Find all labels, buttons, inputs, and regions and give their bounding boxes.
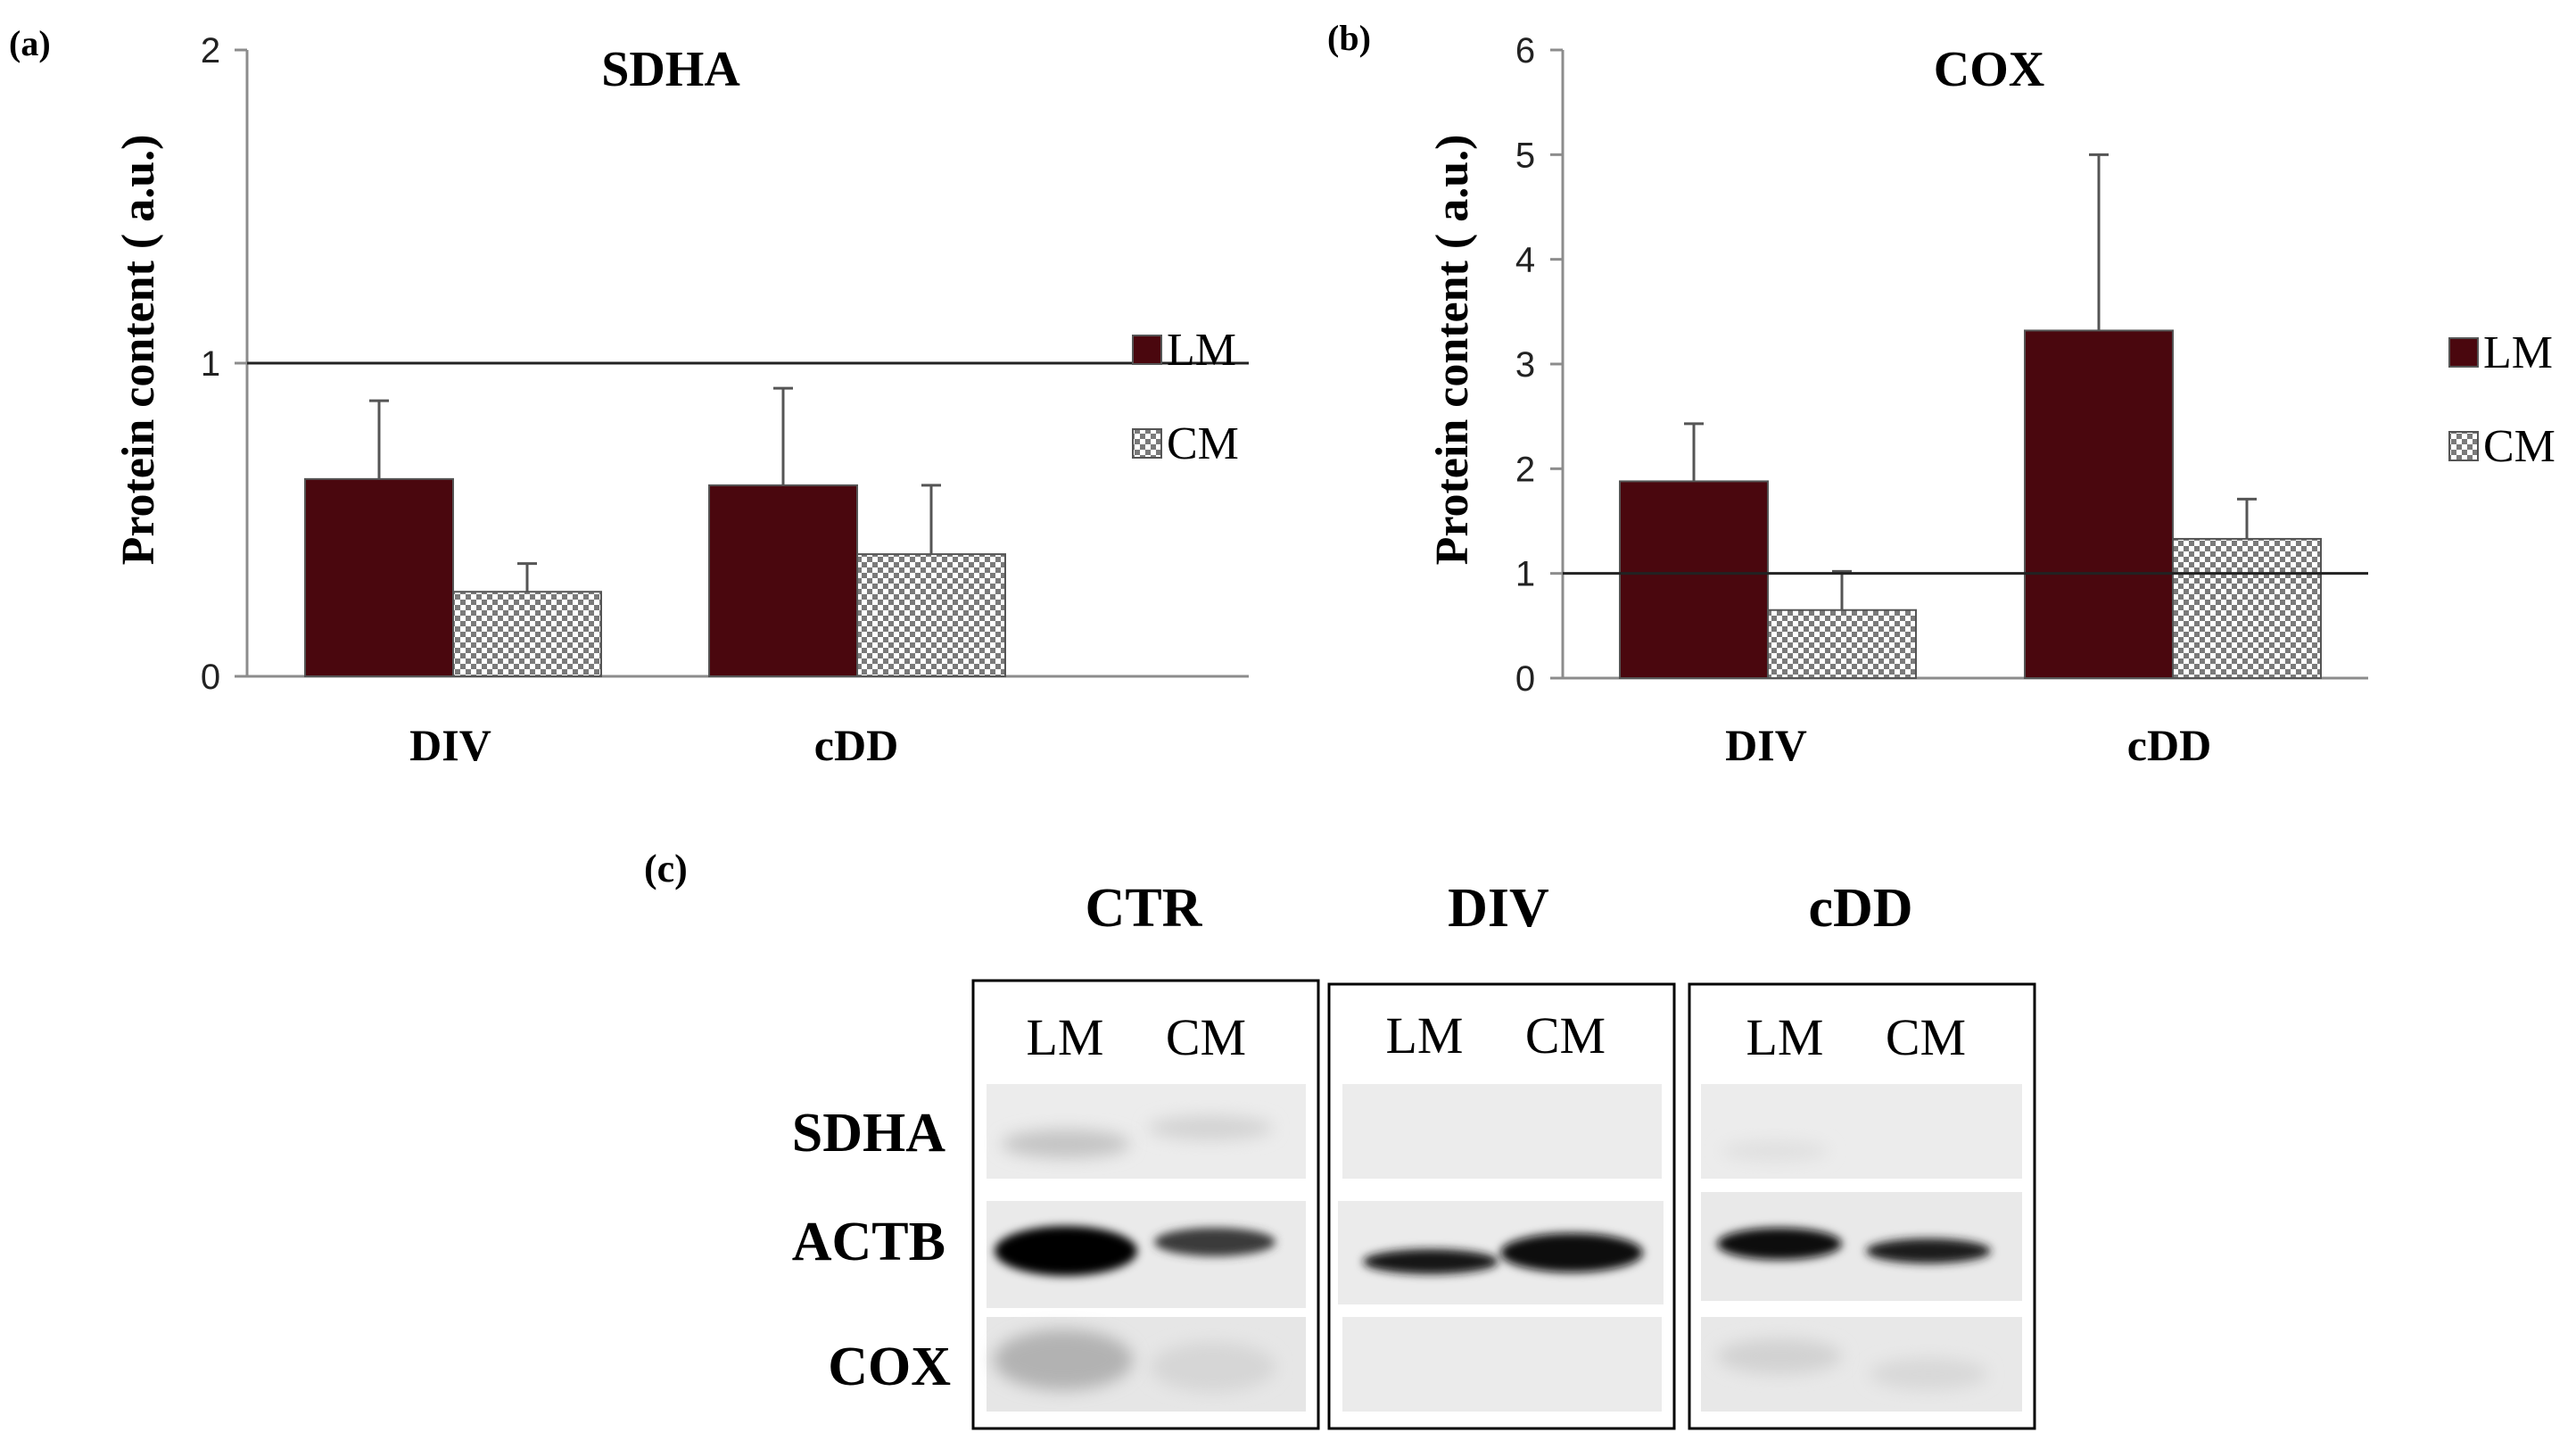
x-category-label: DIV [409,720,491,770]
y-axis-label-b: Protein content ( a.u.) [1427,135,1478,566]
legend-label-lm: LM [1167,325,1236,376]
band-cdd-actb-lm [1717,1228,1842,1260]
bar-cm-div [452,591,602,677]
lane-label-cdd-cm: CM [1886,1008,1966,1066]
blot-strips-cdd [1701,1084,2022,1412]
blot-row-cox: COX [828,1337,951,1397]
strip-div-cox [1342,1317,1662,1412]
band-ctr-cox-lm [994,1329,1133,1390]
legend-swatch-cm [1132,428,1162,459]
lane-label-ctr-cm: CM [1166,1008,1246,1066]
y-tick-label: 2 [1515,450,1535,489]
y-tick-label: 1 [201,344,220,384]
blot-frame-div [1327,982,1676,1430]
bar-cm-div [1767,609,1917,680]
bar-cm-cdd [2172,537,2322,679]
band-div-actb-lm [1363,1249,1499,1274]
lane-label-div-cm: CM [1525,1006,1606,1064]
bar-lm-cdd [708,484,858,678]
panel-label-c: (c) [644,847,688,890]
chart-panel-a: (a) SDHA Protein content ( a.u.) 0 1 2 DIV c… [9,23,1249,770]
bar-lm-div [304,477,454,677]
bar-cm-cdd [856,553,1006,677]
y-tick-label: 0 [1515,659,1535,699]
chart-title-a: SDHA [601,42,740,97]
legend-label-lm: LM [2483,327,2553,378]
band-cdd-sdha-lm [1721,1140,1829,1162]
band-div-actb-cm [1500,1233,1643,1272]
blot-strips-div [1338,1084,1664,1412]
bars-a [247,361,1249,678]
y-tick-label: 1 [1515,555,1535,594]
bar-lm-div [1619,480,1769,679]
strip-div-sdha [1342,1084,1662,1179]
x-category-label: cDD [2127,720,2211,770]
blot-group-ctr: CTR [1086,878,1203,939]
y-tick-label: 6 [1515,31,1535,70]
tick-labels-b: 0 1 2 3 4 5 6 DIV cDD [1515,31,2211,770]
legend-swatch-lm [1132,335,1162,365]
legend-b: LM CM [2448,327,2555,472]
blot-frame-cdd [1688,982,2036,1430]
blot-group-div: DIV [1448,878,1549,939]
band-ctr-sdha-lm [1002,1130,1130,1158]
legend-swatch-cm [2448,431,2479,461]
y-tick-label: 4 [1515,241,1535,280]
strip-cdd-sdha [1701,1084,2022,1179]
lane-label-div-lm: LM [1386,1006,1464,1064]
blot-group-cdd: cDD [1808,878,1912,939]
lane-label-cdd-lm: LM [1746,1008,1824,1066]
legend-label-cm: CM [1167,418,1239,469]
legend-swatch-lm [2448,337,2479,368]
legend-label-cm: CM [2483,421,2555,472]
band-ctr-cox-cm [1151,1342,1276,1392]
band-ctr-sdha-cm [1148,1115,1273,1140]
band-ctr-actb-cm [1154,1228,1276,1256]
chart-title-b: COX [1934,42,2044,97]
y-tick-label: 5 [1515,136,1535,175]
y-tick-label: 2 [201,31,220,70]
lane-label-ctr-lm: LM [1027,1008,1104,1066]
blot-strips-ctr [987,1084,1306,1412]
blot-row-sdha: SDHA [792,1103,945,1163]
bar-lm-cdd [2024,329,2174,679]
legend-a: LM CM [1132,325,1239,469]
band-ctr-actb-lm [995,1226,1137,1276]
band-cdd-cox-cm [1870,1358,1987,1390]
tick-labels-a: 0 1 2 DIV cDD [201,31,898,770]
panel-label-a: (a) [9,23,51,63]
band-cdd-cox-lm [1717,1338,1842,1374]
panel-label-b: (b) [1327,18,1371,58]
band-cdd-actb-cm [1866,1238,1991,1263]
x-category-label: DIV [1725,720,1807,770]
blot-row-actb: ACTB [792,1212,945,1272]
western-blot-panel: (c) CTR DIV cDD SDHA ACTB COX LM CM LM C… [644,847,2036,1430]
chart-panel-b: (b) COX Protein content ( a.u.) 0 1 2 3 4 5 6 D… [1327,18,2555,770]
bars-b [1563,153,2368,680]
x-category-label: cDD [814,720,898,770]
blot-frame-ctr [971,979,1320,1430]
y-tick-label: 0 [201,658,220,697]
y-axis-label-a: Protein content ( a.u.) [113,135,164,566]
y-tick-label: 3 [1515,345,1535,385]
